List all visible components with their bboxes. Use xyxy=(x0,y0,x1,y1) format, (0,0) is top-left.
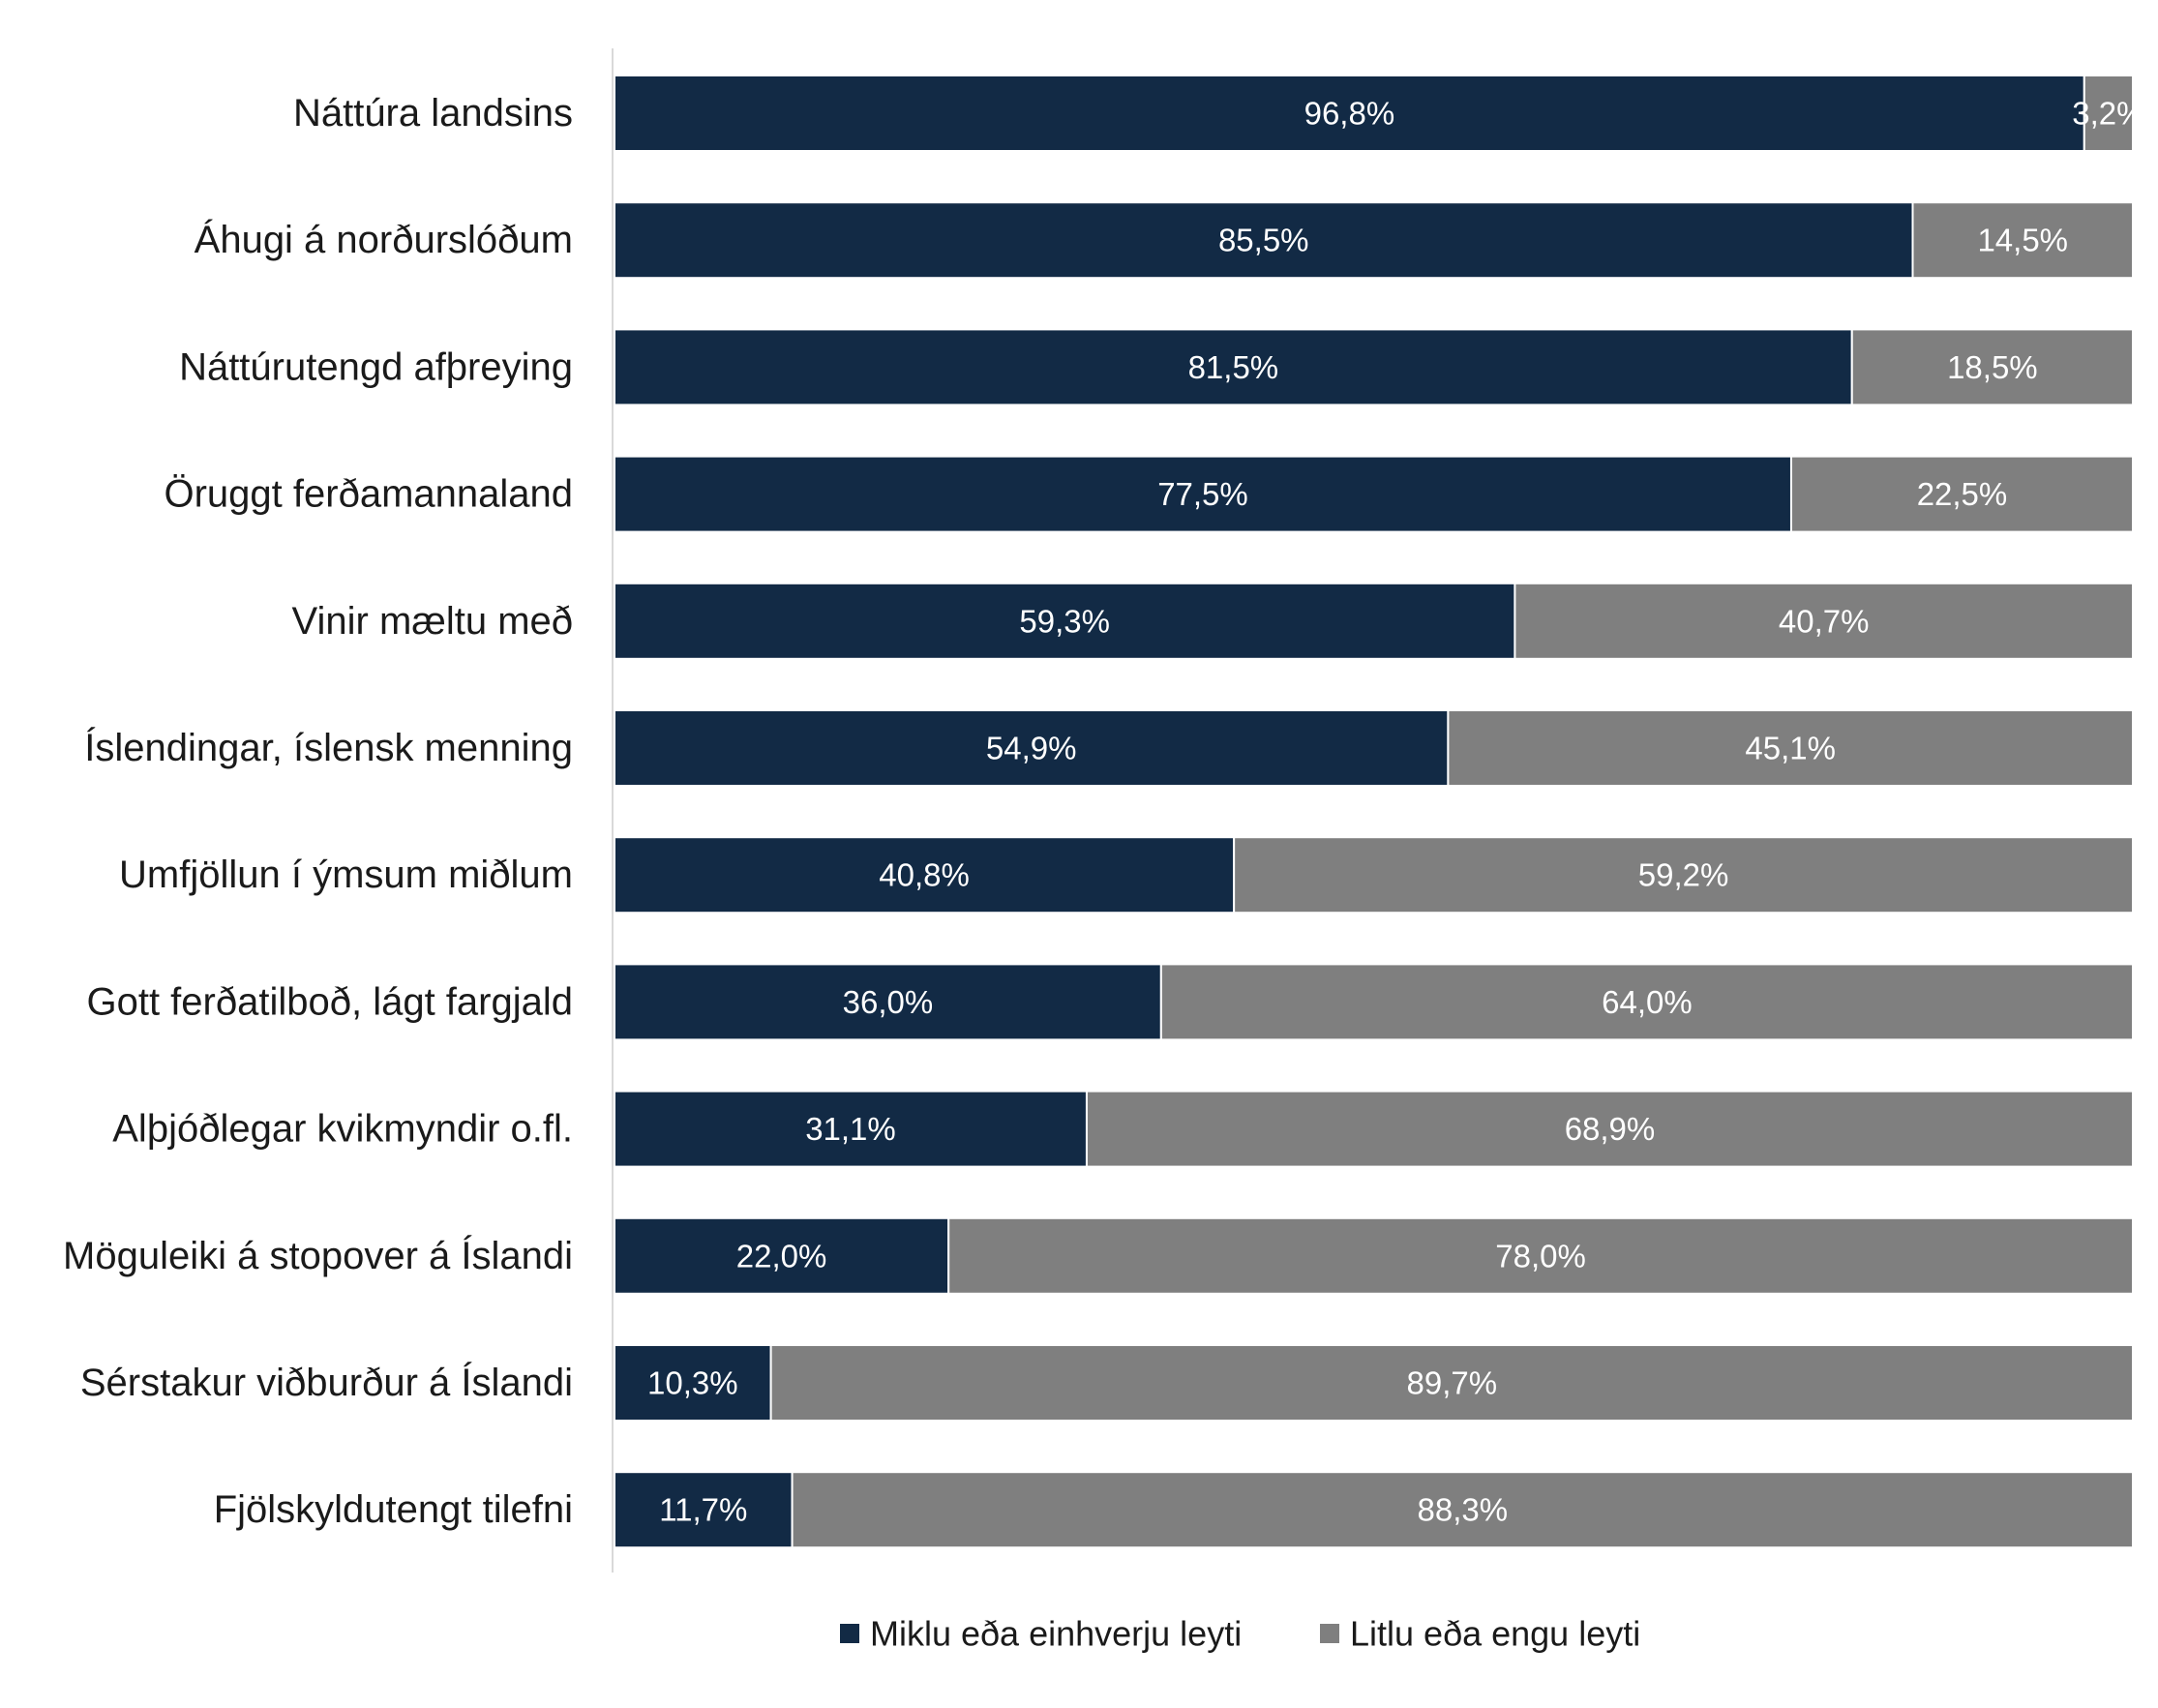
data-label: 40,7% xyxy=(1779,603,1870,639)
bar-segment-litlu xyxy=(2083,75,2134,152)
data-label: 68,9% xyxy=(1565,1111,1656,1147)
category-label: Vinir mæltu með xyxy=(292,600,573,643)
legend-swatch xyxy=(1320,1624,1339,1643)
bar-segment-miklu xyxy=(614,201,1914,280)
bar-segment-litlu xyxy=(1159,963,2134,1041)
legend-swatch xyxy=(840,1624,859,1643)
data-label: 85,5% xyxy=(1218,223,1309,258)
category-label: Sérstakur viðburður á Íslandi xyxy=(80,1361,573,1404)
data-label: 88,3% xyxy=(1417,1492,1508,1528)
bar-segment-litlu xyxy=(1447,709,2134,787)
data-label: 59,3% xyxy=(1019,603,1110,639)
bar-segment-miklu xyxy=(614,836,1236,914)
bar-segment-miklu xyxy=(614,1471,794,1549)
bar-segment-litlu xyxy=(1850,328,2134,406)
legend-label: Miklu eða einhverju leyti xyxy=(870,1614,1242,1654)
bar-segment-litlu xyxy=(1233,836,2134,914)
bar-segment-litlu xyxy=(1514,582,2134,660)
data-label: 31,1% xyxy=(805,1111,896,1147)
data-label: 10,3% xyxy=(647,1365,738,1401)
data-label: 11,7% xyxy=(659,1492,747,1528)
labels-layer: Náttúra landsins 96,8% 3,2% Áhugi á norðurs… xyxy=(63,92,2144,1531)
bar-segment-litlu xyxy=(791,1471,2134,1549)
category-label: Möguleiki á stopover á Íslandi xyxy=(63,1234,573,1277)
data-label: 22,0% xyxy=(736,1238,827,1274)
data-label: 22,5% xyxy=(1917,476,2008,512)
data-label: 64,0% xyxy=(1602,984,1693,1020)
data-label: 59,2% xyxy=(1638,857,1729,893)
data-label: 36,0% xyxy=(843,984,934,1020)
data-label: 81,5% xyxy=(1188,349,1279,385)
category-label: Umfjöllun í ýmsum miðlum xyxy=(119,854,573,896)
category-label: Fjölskyldutengt tilefni xyxy=(214,1488,573,1531)
category-label: Öruggt ferðamannaland xyxy=(165,473,574,516)
bar-segment-litlu xyxy=(1085,1090,2134,1168)
bar-segment-miklu xyxy=(614,328,1853,406)
category-label: Gott ferðatilboð, lágt fargjald xyxy=(86,980,573,1023)
data-label: 54,9% xyxy=(986,731,1077,766)
data-label: 96,8% xyxy=(1304,96,1395,132)
data-label: 18,5% xyxy=(1947,349,2038,385)
category-label: Náttúra landsins xyxy=(293,92,573,135)
bar-segment-litlu xyxy=(947,1216,2134,1295)
bar-segment-litlu xyxy=(769,1344,2134,1422)
data-label: 40,8% xyxy=(879,857,970,893)
category-label: Íslendingar, íslensk menning xyxy=(84,726,573,769)
category-label: Áhugi á norðurslóðum xyxy=(195,218,573,261)
bar-segment-miklu xyxy=(614,1344,772,1422)
bar-segment-miklu xyxy=(614,1216,950,1295)
data-label: 77,5% xyxy=(1157,476,1248,512)
bar-segment-miklu xyxy=(614,75,2085,152)
data-label: 78,0% xyxy=(1495,1238,1586,1274)
data-label: 45,1% xyxy=(1745,731,1836,766)
data-label: 89,7% xyxy=(1407,1365,1498,1401)
bar-segment-miklu xyxy=(614,582,1516,660)
bar-segment-litlu xyxy=(1789,455,2134,533)
bar-segment-miklu xyxy=(614,1090,1088,1168)
category-label: Náttúrutengd afþreying xyxy=(179,345,573,388)
data-label: 3,2% xyxy=(2072,96,2144,132)
legend: Miklu eða einhverju leyti Litlu eða engu … xyxy=(840,1614,1640,1654)
legend-label: Litlu eða engu leyti xyxy=(1350,1614,1640,1654)
bar-segment-litlu xyxy=(1911,201,2134,280)
data-label: 14,5% xyxy=(1977,223,2068,258)
category-label: Alþjóðlegar kvikmyndir o.fl. xyxy=(112,1108,573,1151)
bars-layer xyxy=(614,75,2134,1549)
bar-segment-miklu xyxy=(614,455,1792,533)
